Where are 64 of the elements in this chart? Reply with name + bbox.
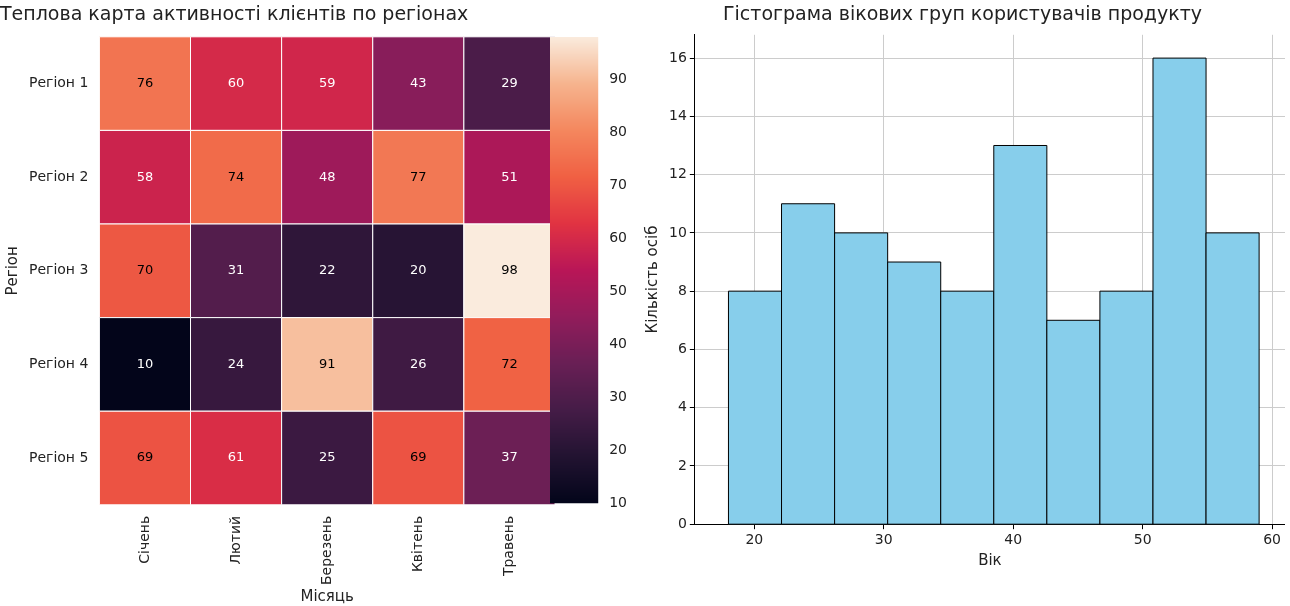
x-tick-label: Травень bbox=[500, 515, 517, 578]
x-tick-label: Квітень bbox=[408, 515, 425, 573]
x-tick-label: Лютий bbox=[226, 515, 243, 565]
color-bar-label: 20 bbox=[609, 440, 628, 457]
data-label: 72 bbox=[501, 355, 518, 371]
y-tick-label: 14 bbox=[668, 107, 687, 124]
data-label: 24 bbox=[227, 355, 245, 371]
chart-title: Гістограма вікових груп користувачів продукту bbox=[723, 2, 1202, 25]
data-label: 76 bbox=[136, 74, 154, 90]
data-label: 29 bbox=[501, 74, 518, 90]
data-label: 98 bbox=[501, 262, 518, 278]
data-label: 70 bbox=[136, 262, 154, 278]
y-tick-label: Регіон 1 bbox=[28, 74, 89, 91]
x-tick-label: Березень bbox=[317, 515, 334, 586]
data-label: 61 bbox=[227, 449, 245, 465]
data-label: 74 bbox=[227, 168, 245, 184]
data-label: 58 bbox=[136, 168, 154, 184]
y-tick-label: 12 bbox=[668, 165, 687, 182]
y-tick-label: 16 bbox=[668, 48, 687, 65]
data-label: 25 bbox=[318, 449, 336, 465]
x-tick-label: 60 bbox=[1263, 531, 1281, 548]
color-bar-label: 30 bbox=[609, 387, 628, 404]
data-label: 22 bbox=[318, 262, 336, 278]
x-tick-label: 30 bbox=[874, 531, 893, 548]
x-tick-label: 40 bbox=[1004, 531, 1023, 548]
y-tick-label: Регіон 3 bbox=[28, 261, 89, 278]
y-tick-label: Регіон 4 bbox=[28, 355, 89, 372]
y-axis-title: Регіон bbox=[2, 246, 21, 296]
color-bar-label: 60 bbox=[609, 228, 628, 245]
y-tick-label: 0 bbox=[677, 514, 687, 531]
color-bar-label: 80 bbox=[609, 122, 628, 139]
data-label: 20 bbox=[410, 262, 427, 278]
y-tick-label: 6 bbox=[677, 340, 687, 357]
y-tick-label: 2 bbox=[677, 456, 687, 473]
y-tick-label: 10 bbox=[668, 223, 687, 240]
data-label: 69 bbox=[136, 449, 154, 465]
color-bar-label: 40 bbox=[609, 334, 628, 351]
y-axis-title: Кількість осіб bbox=[642, 225, 661, 334]
data-label: 51 bbox=[501, 168, 518, 184]
y-tick-label: Регіон 5 bbox=[28, 448, 89, 465]
x-tick-label: Січень bbox=[135, 515, 152, 564]
data-label: 37 bbox=[501, 449, 518, 465]
x-axis-title: Місяць bbox=[300, 586, 354, 605]
y-tick-label: Регіон 2 bbox=[28, 167, 89, 184]
data-label: 31 bbox=[227, 262, 245, 278]
data-label: 59 bbox=[318, 74, 336, 90]
data-label: 60 bbox=[227, 74, 245, 90]
data-label: 43 bbox=[410, 74, 427, 90]
data-label: 91 bbox=[318, 355, 336, 371]
color-bar-label: 50 bbox=[609, 281, 628, 298]
data-label: 26 bbox=[410, 355, 427, 371]
y-tick-label: 4 bbox=[677, 398, 687, 415]
color-bar-label: 70 bbox=[609, 175, 628, 192]
color-bar-label: 90 bbox=[609, 70, 628, 86]
y-tick-label: 8 bbox=[677, 281, 687, 298]
x-tick-label: 20 bbox=[745, 531, 764, 548]
data-label: 48 bbox=[318, 168, 336, 184]
data-label: 69 bbox=[410, 449, 427, 465]
data-label: 77 bbox=[410, 168, 427, 184]
x-tick-label: 50 bbox=[1133, 531, 1152, 548]
color-bar-label: 10 bbox=[609, 493, 628, 510]
chart-title: Теплова карта активності клієнтів по регіонах bbox=[0, 2, 469, 25]
x-axis-title: Вік bbox=[978, 550, 1002, 569]
data-label: 10 bbox=[136, 355, 154, 371]
